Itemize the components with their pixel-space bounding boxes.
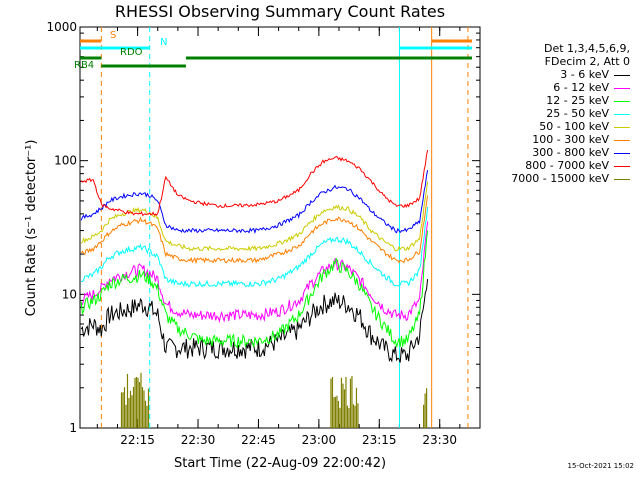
legend-header-2: FDecim 2, Att 0 (544, 55, 630, 68)
legend-swatch (614, 178, 630, 180)
legend-label: 7000 - 15000 keV (511, 172, 609, 185)
legend-label: 25 - 50 keV (546, 107, 609, 120)
legend-swatch (614, 87, 630, 89)
legend-item: 12 - 25 keV (546, 94, 630, 107)
x-tick-label: 23:30 (422, 433, 457, 447)
legend-swatch (614, 74, 630, 76)
legend-item: 25 - 50 keV (546, 107, 630, 120)
y-tick-label: 10 (62, 287, 77, 301)
legend-label: 50 - 100 keV (539, 120, 609, 133)
legend-swatch (614, 165, 630, 167)
series-line (80, 221, 429, 324)
legend-label: 6 - 12 keV (553, 81, 609, 94)
x-tick-label: 23:00 (302, 433, 337, 447)
chart-title: RHESSI Observing Summary Count Rates (115, 2, 445, 21)
x-tick-label: 23:15 (362, 433, 397, 447)
series-line (80, 181, 429, 252)
legend-item: 50 - 100 keV (539, 120, 630, 133)
y-tick-label: 1 (69, 421, 77, 435)
legend-item: 100 - 300 keV (532, 133, 630, 146)
legend-swatch (614, 126, 630, 128)
legend-header-1: Det 1,3,4,5,6,9, (543, 42, 630, 55)
series-line (80, 230, 429, 349)
y-tick-label: 1000 (46, 20, 77, 34)
status-bar-label: S (110, 30, 116, 41)
legend-item: 6 - 12 keV (553, 81, 630, 94)
y-axis-label: Count Rate (s⁻¹ detector⁻¹) (24, 140, 39, 317)
series-line (80, 195, 429, 265)
series-line (80, 170, 429, 235)
status-bar-label: N (160, 37, 167, 48)
status-bar-label: RDO (120, 47, 143, 58)
legend-item: 800 - 7000 keV (525, 159, 630, 172)
legend-swatch (614, 113, 630, 115)
legend-label: 12 - 25 keV (546, 94, 609, 107)
x-axis-label: Start Time (22-Aug-09 22:00:42) (174, 456, 386, 471)
legend-label: 800 - 7000 keV (525, 159, 609, 172)
legend-item: 300 - 800 keV (532, 146, 630, 159)
x-tick-label: 22:30 (181, 433, 216, 447)
plot-frame (79, 26, 481, 429)
status-bar-label: RB4 (74, 60, 94, 71)
series-line (80, 149, 429, 217)
x-tick-label: 22:15 (120, 433, 155, 447)
legend-label: 100 - 300 keV (532, 133, 609, 146)
x-tick-label: 22:45 (241, 433, 276, 447)
series-line (81, 206, 429, 288)
legend-swatch (614, 152, 630, 154)
generated-timestamp: 15-Oct-2021 15:02 (567, 462, 634, 470)
legend-item: 3 - 6 keV (560, 68, 630, 81)
legend-item: 7000 - 15000 keV (511, 172, 630, 185)
legend-swatch (614, 139, 630, 141)
legend-label: 3 - 6 keV (560, 68, 609, 81)
y-tick-label: 100 (54, 154, 77, 168)
series-line (80, 279, 429, 363)
legend-swatch (614, 100, 630, 102)
legend-label: 300 - 800 keV (532, 146, 609, 159)
plot-area: 1 10 100 1000 22:15 22:30 22:45 23:00 23:15 23:30… (46, 20, 481, 447)
